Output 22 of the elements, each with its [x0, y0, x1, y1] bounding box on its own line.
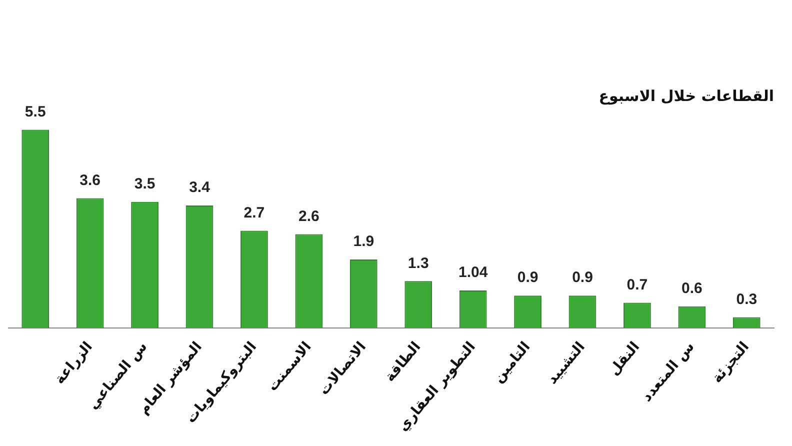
data-label: 3.5 — [134, 176, 156, 193]
x-tick-label: الاسمنت — [264, 339, 315, 394]
data-label: 3.6 — [80, 172, 100, 189]
data-label: 0.3 — [736, 290, 758, 308]
x-tick-label: الزراعة — [52, 339, 96, 388]
data-label: 2.7 — [244, 204, 265, 222]
data-label: 0.6 — [682, 280, 702, 298]
chart-title: القطاعات خلال الاسبوع — [598, 86, 774, 105]
x-tick-label: التجزئة — [709, 339, 752, 386]
data-label: 1.04 — [458, 264, 488, 282]
data-label: 5.5 — [24, 103, 46, 120]
data-label: 0.9 — [517, 269, 538, 286]
x-tick-label: الطاقة — [382, 339, 424, 386]
data-label: 2.6 — [298, 208, 320, 225]
data-label: 1.3 — [408, 254, 429, 272]
x-tick-label: التامين — [490, 339, 534, 386]
data-label: 0.9 — [572, 269, 593, 286]
data-label: 1.9 — [353, 233, 374, 250]
data-label: 0.7 — [626, 276, 648, 294]
data-label: 3.4 — [189, 179, 211, 196]
x-tick-label: الاتصالات — [316, 339, 370, 398]
x-tick-label: التشييد — [544, 339, 588, 388]
